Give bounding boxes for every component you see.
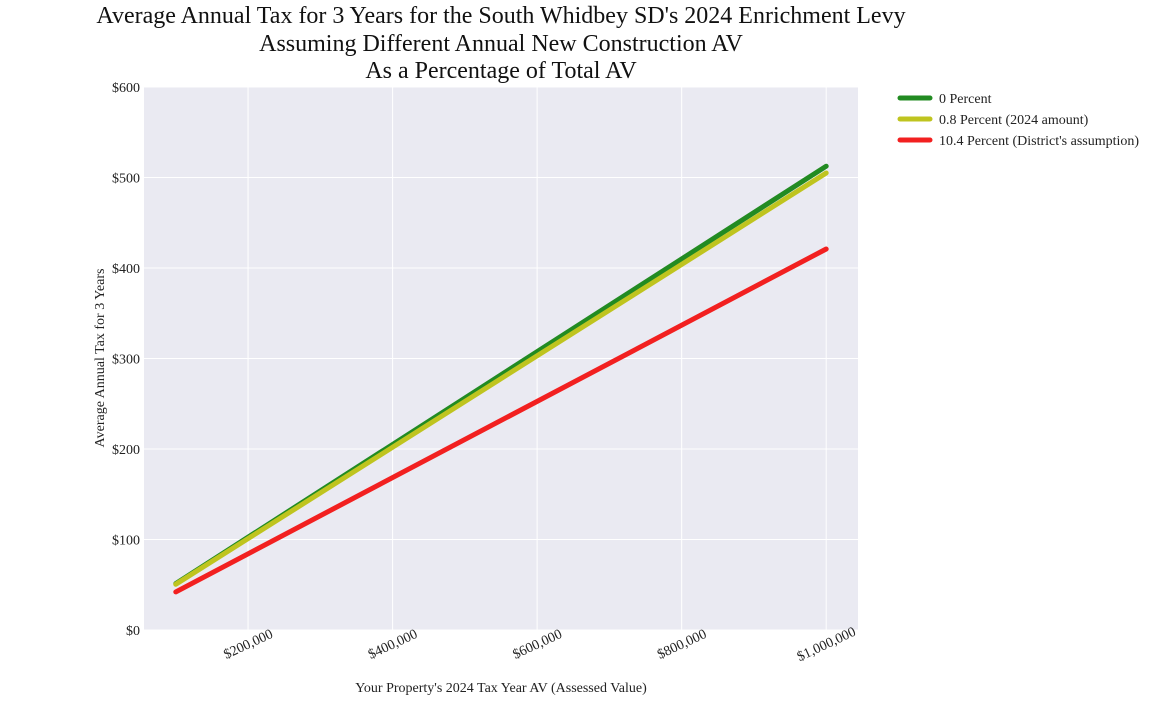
- chart-title-line-2: Assuming Different Annual New Constructi…: [259, 30, 743, 57]
- x-axis-label: Your Property's 2024 Tax Year AV (Assess…: [355, 681, 647, 696]
- y-axis-label: Average Annual Tax for 3 Years: [93, 269, 108, 448]
- x-tick-label: $600,000: [511, 627, 565, 663]
- series-line-1: [173, 170, 829, 587]
- series-line-2: [173, 246, 829, 595]
- legend: 0 Percent 0.8 Percent (2024 amount) 10.4 P…: [897, 92, 1139, 149]
- y-tick-label: $600: [112, 81, 140, 96]
- x-tick-label: $1,000,000: [795, 625, 858, 665]
- legend-label: 0 Percent: [939, 92, 992, 107]
- y-tick-label: $0: [126, 624, 140, 639]
- x-tick-label: $800,000: [655, 627, 709, 663]
- legend-label: 10.4 Percent (District's assumption): [939, 134, 1139, 149]
- x-tick-label: $200,000: [222, 627, 276, 663]
- y-tick-label: $200: [112, 443, 140, 458]
- series-lines: [173, 163, 829, 595]
- x-tick-label: $400,000: [366, 627, 420, 663]
- y-tick-label: $300: [112, 353, 140, 368]
- grid-lines: [144, 86, 858, 631]
- chart-title: Average Annual Tax for 3 Years for the S…: [0, 3, 1002, 86]
- chart-title-line-1: Average Annual Tax for 3 Years for the S…: [96, 3, 906, 29]
- y-axis-ticks: $0 $100 $200 $300 $400 $500 $600: [112, 81, 140, 639]
- chart-title-line-3: As a Percentage of Total AV: [365, 58, 637, 84]
- x-axis-ticks: $200,000 $400,000 $600,000 $800,000 $1,000,0…: [222, 625, 859, 665]
- y-tick-label: $100: [112, 534, 140, 549]
- legend-label: 0.8 Percent (2024 amount): [939, 113, 1089, 128]
- y-tick-label: $500: [112, 172, 140, 187]
- y-tick-label: $400: [112, 262, 140, 277]
